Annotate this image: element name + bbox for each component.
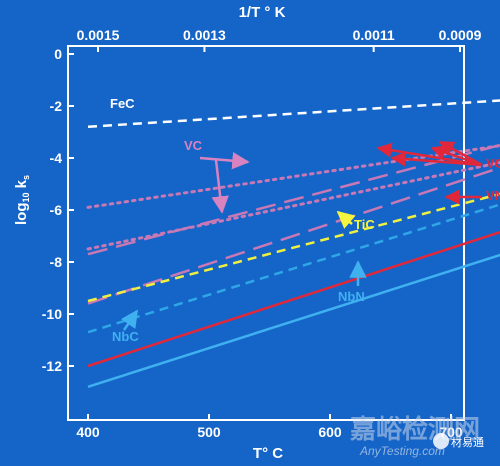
x2-axis-title: 1/T ° K — [239, 4, 286, 21]
y-tick-label: -2 — [50, 98, 63, 114]
x2-tick-label: 0.0009 — [439, 27, 482, 43]
y-tick-label: -12 — [42, 358, 62, 374]
x2-tick-label: 0.0011 — [353, 27, 395, 43]
y-tick-label: 0 — [54, 46, 62, 62]
x-axis-title: T° C — [253, 445, 283, 462]
series-line-nbn-8 — [87, 253, 500, 388]
series-group — [86, 99, 500, 388]
y-tick-label: -6 — [50, 202, 63, 218]
y-tick-label: -8 — [50, 254, 63, 270]
x-tick-label: 400 — [76, 424, 100, 440]
brand-text: 材易通 — [451, 435, 484, 449]
arrow-vc-pink-b — [211, 159, 229, 214]
arrow-vc-red-3 — [438, 140, 483, 167]
label-vc-red: VC — [486, 156, 500, 171]
label-fec: FeC — [110, 96, 135, 111]
brand-icon — [433, 433, 449, 449]
arrow-nbc — [120, 309, 139, 331]
arrow-vc-red-4 — [390, 151, 483, 167]
series-line-vc-4 — [86, 160, 500, 251]
label-vc-pink: VC — [184, 138, 203, 153]
series-line-tic-5 — [87, 192, 500, 303]
series-line-fec-0 — [87, 99, 500, 129]
label-nbc: NbC — [112, 329, 139, 344]
watermark-cn: 嘉峪检测网 — [350, 414, 480, 444]
x-ticks: 400500600700800 — [76, 414, 463, 440]
label-tic: TiC — [354, 217, 375, 232]
x2-tick-label: 0.0013 — [183, 27, 226, 43]
series-line-vn-7 — [87, 230, 500, 368]
x-tick-label: 500 — [197, 424, 221, 440]
brand-badge: 材易通 — [433, 433, 484, 449]
series-line-nbc-6 — [87, 203, 500, 334]
x2-ticks: 0.0015 0.0013 0.0011 0.0009 — [77, 27, 482, 52]
plot-frame — [67, 45, 465, 421]
watermark: 嘉峪检测网 AnyTesting.com 材易通 — [350, 414, 484, 458]
arrow-vc-red-1 — [376, 142, 483, 167]
label-nbn: NbN — [338, 289, 365, 304]
arrow-vc-pink-a — [199, 151, 250, 170]
watermark-en: AnyTesting.com — [359, 444, 445, 458]
series-line-vc-3 — [86, 144, 500, 209]
y-tick-label: -10 — [42, 306, 62, 322]
x-tick-label: 600 — [318, 424, 342, 440]
arrow-tic — [336, 210, 356, 229]
series-line-vc-1 — [87, 143, 500, 256]
x2-tick-label: 0.0015 — [77, 27, 120, 43]
y-tick-label: -4 — [50, 150, 63, 166]
y-axis-title: log10 ks — [13, 175, 31, 225]
label-vn: VN — [486, 188, 500, 203]
annotation-arrows — [120, 140, 483, 331]
y-ticks: 0 -2 -4 -6 -8 -10 -12 — [42, 46, 74, 374]
